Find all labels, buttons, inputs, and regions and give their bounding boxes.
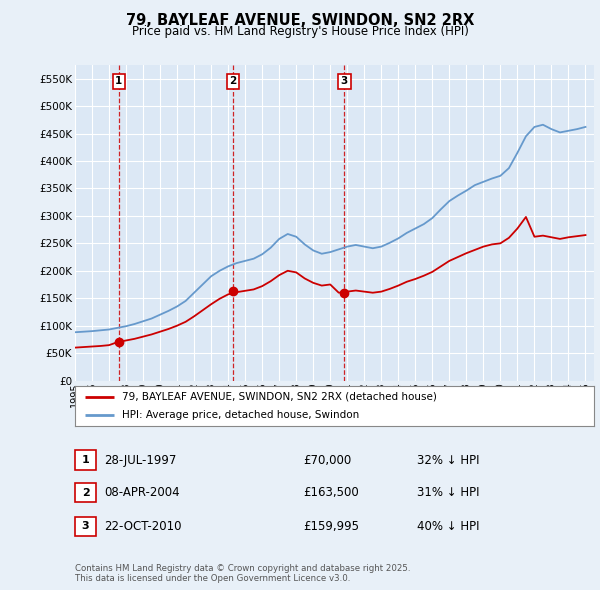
Text: 3: 3 xyxy=(82,522,89,531)
Text: 79, BAYLEAF AVENUE, SWINDON, SN2 2RX: 79, BAYLEAF AVENUE, SWINDON, SN2 2RX xyxy=(126,13,474,28)
Text: 3: 3 xyxy=(341,76,348,86)
Text: £163,500: £163,500 xyxy=(303,486,359,499)
Text: 28-JUL-1997: 28-JUL-1997 xyxy=(104,454,176,467)
Text: 79, BAYLEAF AVENUE, SWINDON, SN2 2RX (detached house): 79, BAYLEAF AVENUE, SWINDON, SN2 2RX (de… xyxy=(122,392,437,402)
Text: £159,995: £159,995 xyxy=(303,520,359,533)
Text: 1: 1 xyxy=(82,455,89,465)
Text: Contains HM Land Registry data © Crown copyright and database right 2025.
This d: Contains HM Land Registry data © Crown c… xyxy=(75,563,410,583)
Text: HPI: Average price, detached house, Swindon: HPI: Average price, detached house, Swin… xyxy=(122,409,359,419)
Text: 08-APR-2004: 08-APR-2004 xyxy=(104,486,179,499)
Text: 31% ↓ HPI: 31% ↓ HPI xyxy=(417,486,479,499)
Text: 2: 2 xyxy=(229,76,236,86)
Text: £70,000: £70,000 xyxy=(303,454,351,467)
Text: 22-OCT-2010: 22-OCT-2010 xyxy=(104,520,181,533)
Text: 1: 1 xyxy=(115,76,122,86)
Text: Price paid vs. HM Land Registry's House Price Index (HPI): Price paid vs. HM Land Registry's House … xyxy=(131,25,469,38)
Text: 32% ↓ HPI: 32% ↓ HPI xyxy=(417,454,479,467)
Text: 40% ↓ HPI: 40% ↓ HPI xyxy=(417,520,479,533)
Text: 2: 2 xyxy=(82,488,89,497)
